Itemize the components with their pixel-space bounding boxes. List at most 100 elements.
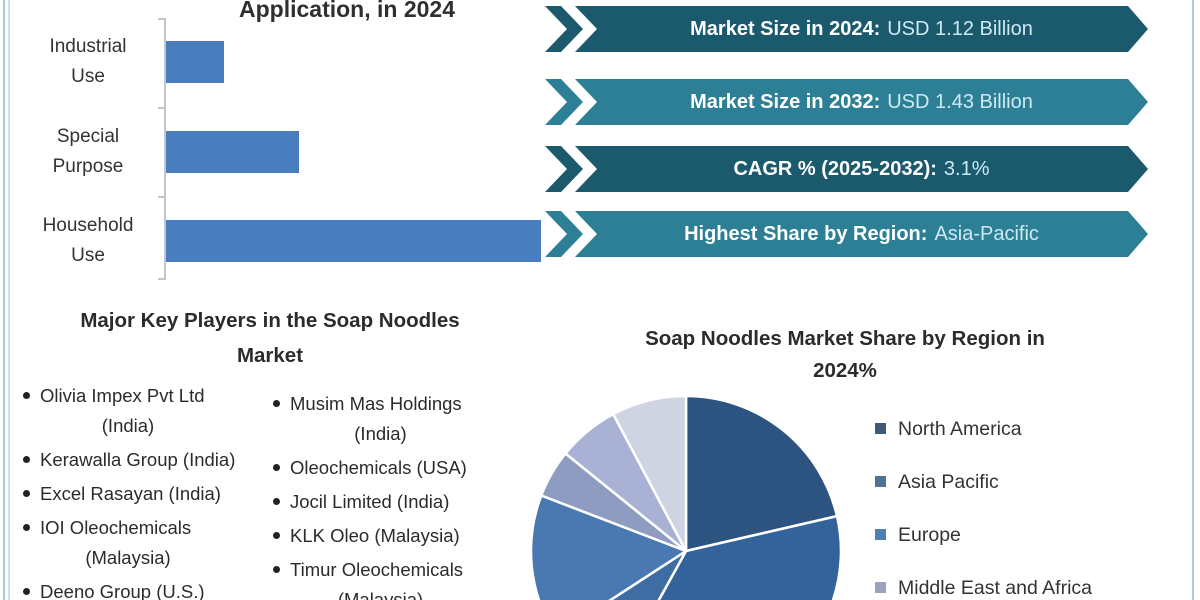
legend-item-europe: Europe [875, 524, 1195, 546]
key-player-item: Oleochemicals (USA) [273, 453, 528, 483]
key-player-name-cont: (Malaysia) [337, 589, 424, 600]
legend-swatch-icon [875, 582, 886, 593]
legend-label: North America [898, 418, 1022, 440]
key-players-title-line2: Market [236, 344, 304, 367]
frame-border-left-inner [8, 0, 10, 600]
pie-slice [611, 394, 688, 552]
bar-chart-section: Application, in 2024 Industrial Use Speci… [12, 0, 542, 292]
banner-value: 3.1% [943, 157, 990, 180]
banner-label: Highest Share by Region: [684, 222, 928, 245]
legend-label: Middle East and Africa [898, 577, 1093, 599]
key-player-item: Jocil Limited (India) [273, 487, 528, 517]
key-players-title: Major Key Players in the Soap Noodles Ma… [15, 303, 525, 373]
pie-slice-asia-pacific [657, 514, 843, 600]
stat-banner-highest-region: Highest Share by Region: Asia-Pacific [545, 211, 1148, 257]
key-player-name-cont: (India) [101, 415, 155, 436]
banner-label: CAGR % (2025-2032): [733, 157, 937, 180]
axis-tick [158, 278, 165, 280]
legend-swatch-icon [875, 423, 886, 434]
banner-arrow-shape [545, 211, 1148, 257]
key-player-item: Musim Mas Holdings (India) [273, 389, 528, 449]
pie-chart [529, 394, 843, 600]
pie-title-line1: Soap Noodles Market Share by Region in [645, 327, 1045, 350]
stat-banners-section: Market Size in 2024: USD 1.12 Billion Ma… [545, 0, 1150, 292]
banner-label: Market Size in 2032: [690, 90, 881, 113]
pie-chart-section: Soap Noodles Market Share by Region in 2… [529, 315, 1200, 600]
key-player-item: Kerawalla Group (India) [23, 445, 273, 475]
key-player-name: Excel Rasayan (India) [40, 483, 221, 504]
bar-category-label: Household Use [42, 215, 134, 266]
bar-category-label: Special Purpose [52, 126, 124, 177]
bullet-icon [273, 532, 280, 540]
key-players-section: Major Key Players in the Soap Noodles Ma… [15, 300, 540, 600]
key-player-name: Deeno Group (U.S.) [40, 581, 205, 600]
key-player-name: KLK Oleo (Malaysia) [290, 525, 460, 546]
banner-value: Asia-Pacific [934, 222, 1039, 245]
key-player-name: Oleochemicals (USA) [290, 457, 467, 478]
stat-banner-cagr: CAGR % (2025-2032): 3.1% [545, 146, 1148, 192]
key-player-item: Deeno Group (U.S.) [23, 577, 273, 600]
banner-text: CAGR % (2025-2032): 3.1% [605, 146, 1118, 192]
banner-text: Market Size in 2032: USD 1.43 Billion [605, 79, 1118, 125]
bullet-icon [273, 464, 280, 472]
bullet-icon [23, 524, 30, 532]
axis-tick [158, 196, 165, 198]
frame-border-right [1192, 0, 1194, 600]
key-players-list-col2: Musim Mas Holdings (India) Oleochemicals (… [273, 389, 528, 600]
legend-label: Europe [898, 524, 961, 546]
legend-swatch-icon [875, 476, 886, 487]
key-player-name: Jocil Limited (India) [290, 491, 450, 512]
legend-swatch-icon [875, 529, 886, 540]
pie-title-line2: 2024% [813, 359, 877, 382]
pie-legend: North America Asia Pacific Europe Middle Ea… [875, 418, 1195, 600]
legend-item-north-america: North America [875, 418, 1195, 440]
key-players-title-line1: Major Key Players in the Soap Noodles [80, 309, 460, 332]
legend-label: Asia Pacific [898, 471, 999, 493]
bar-chart-axis [164, 18, 166, 280]
key-player-item: Excel Rasayan (India) [23, 479, 273, 509]
banner-arrow-shape [545, 6, 1148, 52]
banner-arrow-shape [545, 146, 1148, 192]
pie-slice-north-america [684, 394, 839, 553]
bullet-icon [273, 566, 280, 574]
pie-slice-europe [529, 493, 689, 600]
key-player-name: Timur Oleochemicals [290, 559, 464, 580]
banner-value: USD 1.12 Billion [887, 17, 1033, 40]
legend-item-asia-pacific: Asia Pacific [875, 471, 1195, 493]
key-player-name: Musim Mas Holdings [290, 393, 462, 414]
key-player-name: Kerawalla Group (India) [40, 449, 236, 470]
bar-special-purpose [166, 131, 299, 173]
pie-chart-title: Soap Noodles Market Share by Region in 2… [545, 323, 1145, 387]
key-player-name-cont: (India) [354, 423, 407, 444]
bar-household-use [166, 220, 541, 262]
bar-chart-title: Application, in 2024 [239, 0, 455, 22]
frame-border-left-outer [3, 0, 5, 600]
bullet-icon [23, 490, 30, 498]
stat-banner-market-size-2024: Market Size in 2024: USD 1.12 Billion [545, 6, 1148, 52]
bar-category-label: Industrial Use [49, 36, 127, 87]
key-player-item: Olivia Impex Pvt Ltd (India) [23, 381, 273, 441]
bullet-icon [23, 588, 30, 596]
key-player-name: IOI Oleochemicals [40, 517, 192, 538]
bullet-icon [273, 498, 280, 506]
bar-industrial-use [166, 41, 224, 83]
key-players-list-col1: Olivia Impex Pvt Ltd (India) Kerawalla Gro… [23, 381, 273, 600]
banner-arrow-shape [545, 79, 1148, 125]
key-player-item: Timur Oleochemicals (Malaysia) [273, 555, 528, 600]
key-player-item: KLK Oleo (Malaysia) [273, 521, 528, 551]
banner-value: USD 1.43 Billion [887, 90, 1033, 113]
key-player-name-cont: (Malaysia) [85, 547, 171, 568]
banner-text: Highest Share by Region: Asia-Pacific [605, 211, 1118, 257]
key-player-name: Olivia Impex Pvt Ltd [40, 385, 205, 406]
key-player-item: IOI Oleochemicals (Malaysia) [23, 513, 273, 573]
axis-tick [158, 107, 165, 109]
banner-text: Market Size in 2024: USD 1.12 Billion [605, 6, 1118, 52]
banner-label: Market Size in 2024: [690, 17, 881, 40]
bullet-icon [23, 456, 30, 464]
legend-item-middle-east-and-africa: Middle East and Africa [875, 577, 1195, 599]
stat-banner-market-size-2032: Market Size in 2032: USD 1.43 Billion [545, 79, 1148, 125]
axis-tick [158, 18, 165, 20]
bullet-icon [273, 400, 280, 408]
bullet-icon [23, 392, 30, 400]
